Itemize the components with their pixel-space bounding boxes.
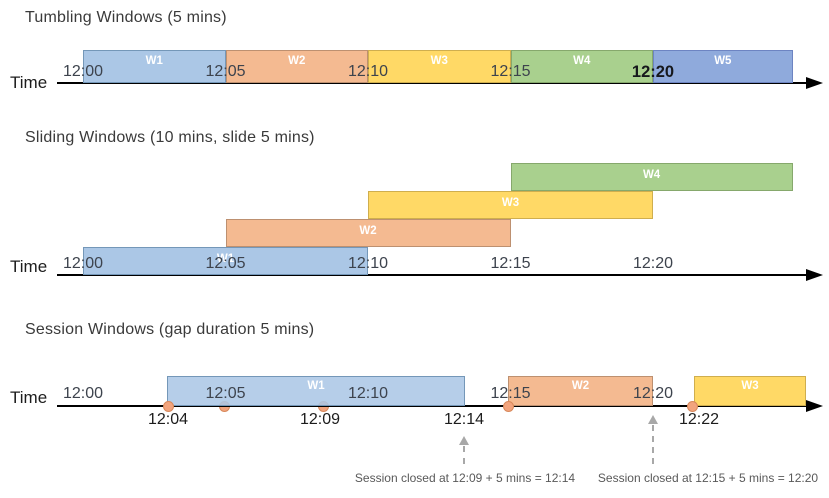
tumbling-window-box-w3 [368, 50, 511, 83]
session-session-close-arrowhead-icon [459, 436, 469, 445]
session-time-axis-line [57, 404, 806, 408]
sliding-time-axis-line [57, 273, 806, 277]
session-time-tick-label: 12:10 [347, 385, 389, 402]
session-session-close-annotation: Session closed at 12:09 + 5 mins = 12:14 [354, 471, 576, 485]
sliding-window-box-w2 [225, 219, 511, 247]
tumbling-time-axis-arrowhead-icon [806, 76, 823, 89]
session-time-tick-label: 12:00 [62, 385, 104, 402]
session-event-time-label: 12:22 [678, 411, 720, 428]
session-time-axis-label: Time [10, 388, 48, 407]
session-session-close-arrow-line [652, 425, 654, 464]
tumbling-window-box-w1 [83, 50, 226, 83]
tumbling-time-axis-line [57, 81, 806, 85]
session-event-time-label: 12:04 [147, 411, 189, 428]
tumbling-window-box-w4 [510, 50, 653, 83]
tumbling-window-box-w2 [225, 50, 368, 83]
sliding-window-box-w3 [368, 191, 653, 219]
sliding-time-tick-label: 12:10 [347, 255, 389, 272]
sliding-window-label-w2: W2 [359, 225, 377, 237]
sliding-window-box-w1 [83, 247, 368, 275]
sliding-time-tick-label: 12:00 [62, 255, 104, 272]
session-event-time-label: 12:09 [299, 411, 341, 428]
sliding-time-tick-label: 12:20 [632, 255, 674, 272]
session-time-axis-arrowhead-icon [806, 399, 823, 412]
session-event-dot [162, 400, 174, 412]
session-event-time-label: 12:14 [443, 411, 485, 428]
session-section-title: Session Windows (gap duration 5 mins) [25, 321, 315, 338]
tumbling-window-box-w5 [653, 50, 793, 83]
tumbling-window-label-w1: W1 [145, 55, 163, 67]
sliding-window-label-w1: W1 [216, 253, 235, 265]
session-window-label-w2: W2 [571, 380, 590, 392]
tumbling-time-tick-label: 12:00 [62, 63, 104, 80]
sliding-time-tick-label: 12:05 [205, 255, 246, 272]
session-time-tick-label: 12:05 [205, 385, 246, 402]
session-session-close-arrowhead-icon [648, 415, 658, 424]
tumbling-window-label-w2: W2 [288, 55, 306, 67]
tumbling-section-title: Tumbling Windows (5 mins) [25, 9, 227, 26]
session-session-close-annotation: Session closed at 12:15 + 5 mins = 12:20 [597, 471, 819, 485]
session-window-box-w1 [167, 376, 465, 406]
session-time-tick-label: 12:20 [632, 385, 674, 402]
tumbling-window-label-w5: W5 [714, 55, 732, 67]
sliding-time-axis-arrowhead-icon [806, 268, 823, 281]
session-session-close-arrow-line [463, 446, 465, 464]
session-window-box-w3 [694, 376, 806, 406]
sliding-window-box-w4 [510, 163, 793, 191]
tumbling-time-tick-label: 12:05 [205, 63, 246, 80]
session-window-label-w3: W3 [741, 380, 759, 392]
tumbling-time-axis-label: Time [10, 73, 48, 92]
session-event-dot [686, 400, 698, 412]
tumbling-time-tick-label: 12:15 [490, 63, 531, 80]
tumbling-time-tick-label: 12:10 [347, 63, 389, 80]
tumbling-window-label-w4: W4 [573, 55, 591, 67]
tumbling-time-tick-label: 12:20 [631, 63, 675, 81]
sliding-window-label-w4: W4 [642, 169, 661, 181]
sliding-time-axis-label: Time [10, 257, 48, 276]
session-event-dot [502, 400, 514, 412]
session-time-tick-label: 12:15 [490, 385, 531, 402]
tumbling-window-label-w3: W3 [430, 55, 448, 67]
sliding-window-label-w3: W3 [501, 197, 520, 209]
sliding-time-tick-label: 12:15 [490, 255, 531, 272]
session-window-box-w2 [508, 376, 653, 406]
session-window-label-w1: W1 [307, 380, 325, 392]
sliding-section-title: Sliding Windows (10 mins, slide 5 mins) [25, 129, 315, 146]
